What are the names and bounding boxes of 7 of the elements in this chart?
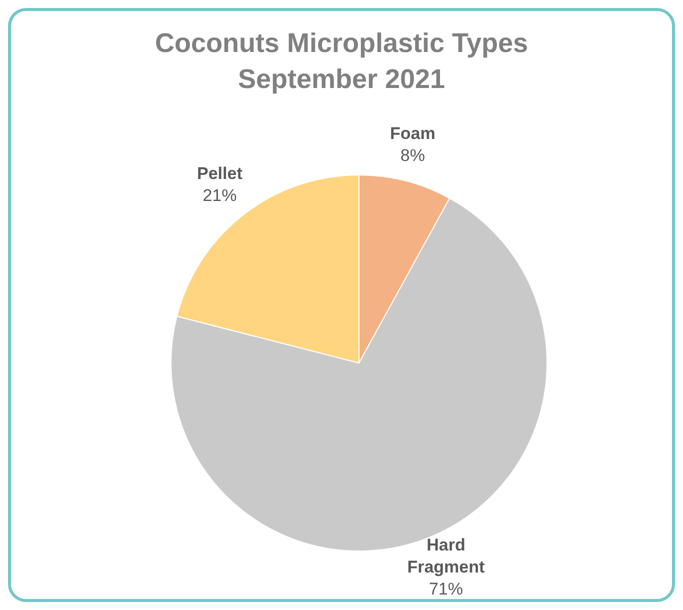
slice-label: Hard Fragment [407,535,486,576]
chart-title: Coconuts Microplastic Types September 2021 [154,27,530,96]
data-label: 71% [428,579,463,598]
slice-label: Pellet [197,164,243,183]
data-label: 21% [202,186,237,205]
data-label: 8% [400,146,425,165]
slice-label: Foam [390,124,436,143]
